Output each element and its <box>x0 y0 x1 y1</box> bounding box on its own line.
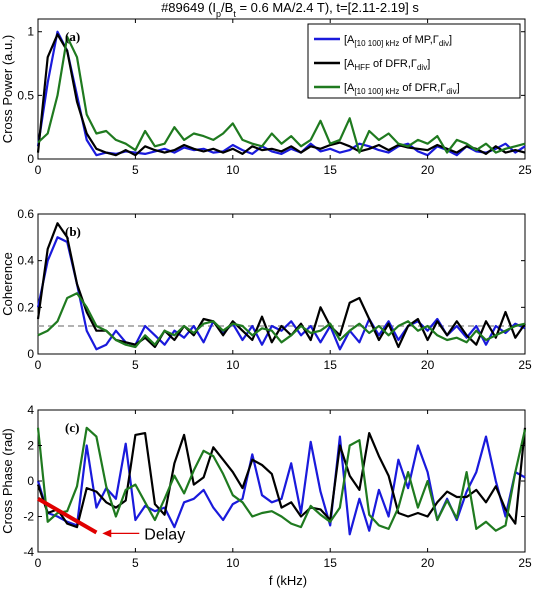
y-axis-label: Coherence <box>0 252 15 316</box>
y-tick-label: 2 <box>27 439 34 453</box>
legend-entry: [AHFF of DFR,Γdiv] <box>344 58 430 72</box>
y-tick-label: 0 <box>27 347 34 361</box>
legend-entry: [A[10 100] kHz of MP,Γdiv] <box>344 34 452 48</box>
series-line-blue <box>36 236 526 351</box>
x-tick-label: 15 <box>324 163 338 177</box>
y-tick-label: 4 <box>27 403 34 417</box>
x-tick-label: 25 <box>518 556 532 570</box>
x-tick-label: 0 <box>35 358 42 372</box>
panel-label: (b) <box>65 224 81 239</box>
delay-line <box>37 497 98 535</box>
legend: [A[10 100] kHz of MP,Γdiv] [AHFF of DFR,Γ… <box>307 23 521 99</box>
figure-title: #89649 (Ip/Bt = 0.6 MA/2.4 T), t=[2.11-2… <box>161 0 419 19</box>
y-tick-label: -2 <box>23 510 34 524</box>
y-tick-label: 0.4 <box>17 254 34 268</box>
series-line-black <box>36 222 526 349</box>
x-tick-label: 15 <box>324 358 338 372</box>
series-line-green <box>37 292 526 349</box>
y-tick-label: 0.6 <box>17 207 34 221</box>
x-tick-label: 10 <box>226 163 240 177</box>
panel-1: 0 5 10 15 20 25 0 0.5 1 Cross Power (a.u.) (a) [A[1… <box>0 18 532 177</box>
x-tick-label: 10 <box>226 556 240 570</box>
x-tick-label: 25 <box>518 358 532 372</box>
x-tick-label: 5 <box>132 163 139 177</box>
axes-frame <box>37 18 526 160</box>
y-axis-label: Cross Power (a.u.) <box>0 35 15 143</box>
x-tick-label: 20 <box>421 556 435 570</box>
y-tick-label: 1 <box>27 25 34 39</box>
x-tick-label: 0 <box>35 556 42 570</box>
y-tick-label: -4 <box>23 545 34 559</box>
delay-arrowhead <box>102 529 112 538</box>
panel-label: (a) <box>65 29 80 44</box>
panel-label: (c) <box>65 420 79 435</box>
series-line-green <box>37 35 526 154</box>
x-tick-label: 5 <box>132 556 139 570</box>
legend-box <box>307 23 521 99</box>
x-tick-label: 15 <box>324 556 338 570</box>
y-tick-label: 0.5 <box>17 88 34 102</box>
x-tick-label: 5 <box>132 358 139 372</box>
axes-frame <box>37 213 526 355</box>
delay-label: Delay <box>144 526 185 543</box>
x-tick-label: 10 <box>226 358 240 372</box>
x-tick-label: 0 <box>35 163 42 177</box>
y-tick-label: 0 <box>27 474 34 488</box>
x-tick-label: 25 <box>518 163 532 177</box>
legend-entry: [A[10 100] kHz of DFR,Γdiv] <box>344 82 460 96</box>
series-line-green <box>36 426 527 532</box>
y-axis-label: Cross Phase (rad) <box>0 428 15 533</box>
x-tick-label: 20 <box>421 163 435 177</box>
panel-3: 0 5 10 15 20 25 -4 -2 0 2 4 Cross Phase (rad) (c) Del… <box>0 403 532 570</box>
x-axis-label: f (kHz) <box>269 573 307 588</box>
x-tick-label: 20 <box>421 358 435 372</box>
y-tick-label: 0 <box>27 152 34 166</box>
y-tick-label: 0.2 <box>17 300 34 314</box>
series-line-black <box>36 427 527 529</box>
panel-2: 0 5 10 15 20 25 0 0.2 0.4 0.6 Coherence (b) <box>0 207 532 372</box>
series-line-blue <box>36 435 526 536</box>
